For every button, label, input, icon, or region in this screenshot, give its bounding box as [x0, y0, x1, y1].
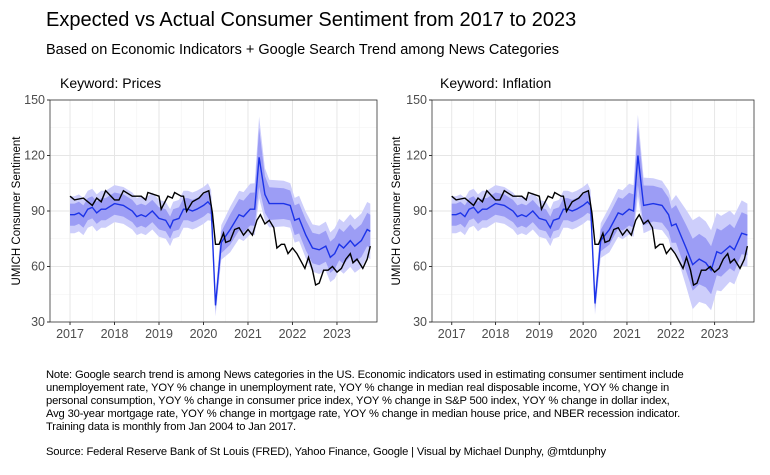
y-axis-label: UMICH Consumer Sentiment — [391, 136, 403, 286]
y-tick-label: 150 — [406, 93, 427, 107]
y-axis-label: UMICH Consumer Sentiment — [11, 136, 23, 286]
x-tick-label: 2017 — [438, 327, 466, 341]
note-line: Avg 30-year mortgage rate, YOY % change … — [46, 408, 681, 420]
prediction-interval-inner — [451, 125, 748, 310]
x-tick-label: 2022 — [279, 327, 307, 341]
chart-area: 30 60 90 120 150 2017 2018 2019 2020 2021 2022 2023… — [11, 93, 755, 341]
y-tick-label: 150 — [24, 93, 45, 107]
x-tick-label: 2018 — [482, 327, 510, 341]
note-line: Training data is monthly from Jan 2004 t… — [46, 421, 297, 433]
y-tick-label: 120 — [406, 149, 427, 163]
actual-line — [451, 189, 749, 287]
x-tick-label: 2021 — [613, 327, 641, 341]
predicted-line — [451, 155, 748, 304]
x-tick-label: 2023 — [323, 327, 351, 341]
y-tick-label: 90 — [413, 204, 427, 218]
x-tick-label: 2018 — [101, 327, 129, 341]
panel-title-prices: Keyword: Prices — [60, 75, 162, 91]
y-tick-label: 30 — [413, 315, 427, 329]
x-tick-label: 2019 — [145, 327, 173, 341]
panel-title-inflation: Keyword: Inflation — [440, 75, 552, 91]
y-tick-label: 60 — [413, 260, 427, 274]
x-tick-label: 2021 — [234, 327, 262, 341]
y-tick-label: 60 — [31, 260, 45, 274]
note-line: Note: Google search trend is among News … — [46, 369, 684, 381]
x-tick-label: 2019 — [525, 327, 553, 341]
x-tick-label: 2023 — [701, 327, 729, 341]
x-tick-label: 2017 — [56, 327, 84, 341]
x-tick-label: 2022 — [657, 327, 685, 341]
prediction-interval-inner — [70, 127, 371, 311]
y-tick-label: 120 — [24, 149, 45, 163]
chart-title: Expected vs Actual Consumer Sentiment fr… — [46, 9, 577, 31]
chart-subtitle: Based on Economic Indicators + Google Se… — [46, 42, 560, 58]
y-tick-label: 90 — [31, 204, 45, 218]
x-tick-label: 2020 — [569, 327, 597, 341]
note-line: unemployement rate, YOY % change in unem… — [46, 382, 670, 394]
panel-inflation: 30 60 90 120 150 2017 2018 2019 2020 2021 2022 2023… — [391, 93, 755, 341]
panel-prices: 30 60 90 120 150 2017 2018 2019 2020 2021 2022 2023… — [11, 93, 378, 341]
note-line: personal consumption, YOY % change in co… — [46, 395, 670, 407]
x-tick-label: 2020 — [190, 327, 218, 341]
source-note: Source: Federal Reserve Bank of St Louis… — [46, 446, 607, 458]
y-tick-label: 30 — [31, 315, 45, 329]
actual-line — [69, 189, 371, 287]
